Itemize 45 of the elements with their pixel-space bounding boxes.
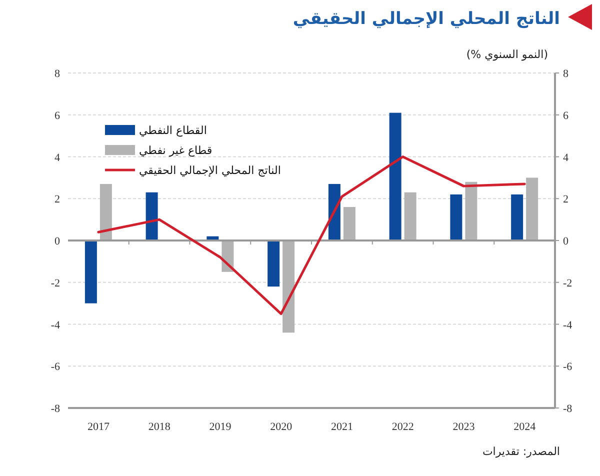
x-tick-label: 2022 (392, 421, 414, 433)
bar (511, 194, 524, 240)
bar (146, 192, 158, 240)
y-tick-label: 6 (54, 110, 60, 122)
bar (450, 194, 462, 240)
y-tick-label: -6 (50, 361, 60, 374)
bar (268, 240, 280, 287)
bar (84, 240, 97, 304)
y-tick-label: 2 (54, 194, 60, 206)
chart-title: الناتج المحلي الإجمالي الحقيقي (292, 9, 560, 29)
bar (465, 182, 478, 240)
y-tick-label: 4 (54, 152, 60, 164)
bar (389, 112, 402, 240)
bar (100, 184, 112, 240)
legend-label: الناتج المحلي الإجمالي الحقيقي (139, 164, 281, 177)
legend-label: قطاع غير نفطي (139, 144, 212, 157)
y2-tick-label: -8 (563, 403, 573, 415)
x-tick-label: 2017 (87, 421, 110, 433)
bar (526, 178, 538, 240)
x-tick-label: 2020 (270, 421, 293, 433)
y-tick-label: -4 (50, 319, 60, 332)
y2-tick-label: 8 (563, 68, 569, 80)
y-tick-label: 0 (54, 236, 60, 248)
y2-tick-label: -4 (563, 319, 573, 332)
y-tick-label: -8 (50, 403, 60, 415)
y2-tick-label: -2 (563, 277, 572, 290)
x-tick-label: 2021 (330, 421, 353, 433)
y2-tick-label: -6 (563, 361, 573, 374)
y2-tick-label: 0 (563, 236, 569, 248)
y-tick-label: 8 (54, 68, 60, 80)
x-tick-label: 2023 (452, 421, 476, 433)
y2-tick-label: 2 (563, 194, 568, 206)
legend-label: القطاع النفطي (139, 124, 207, 137)
x-tick-label: 2024 (514, 421, 536, 433)
y-tick-label: -2 (50, 277, 60, 290)
y2-tick-label: 4 (563, 152, 569, 164)
text: المصدر: تقديرات (482, 445, 560, 458)
bar (404, 192, 416, 240)
bar (282, 240, 295, 333)
x-tick-label: 2018 (148, 421, 171, 433)
chart-subtitle: (النمو السنوي %) (466, 48, 548, 61)
bar (343, 207, 356, 240)
y2-tick-label: 6 (563, 110, 569, 122)
line-series (97, 156, 526, 316)
x-tick-label: 2019 (209, 421, 232, 433)
